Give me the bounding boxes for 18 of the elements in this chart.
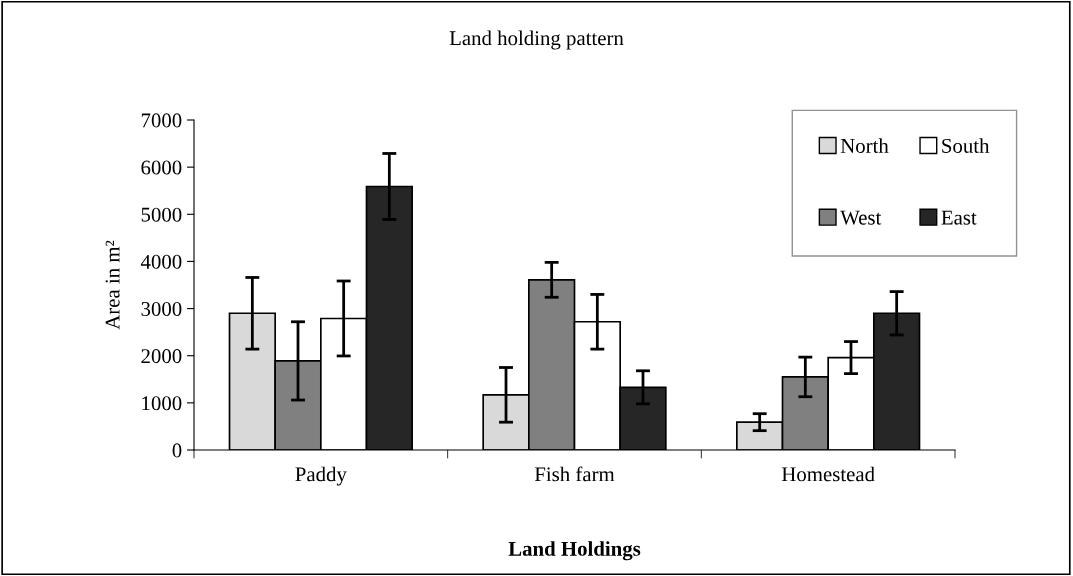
legend-label: North xyxy=(840,138,889,153)
y-tick-label: 1000 xyxy=(142,396,182,411)
y-tick-label: 4000 xyxy=(140,254,182,269)
x-tick-label: Paddy xyxy=(295,466,347,486)
y-tick-label: 5000 xyxy=(141,207,182,222)
legend-label: West xyxy=(840,210,882,225)
y-tick-label: 6000 xyxy=(141,160,182,175)
y-tick-label: 7000 xyxy=(141,113,182,128)
x-tick-label: Homestead xyxy=(781,466,875,482)
y-tick-label: 3000 xyxy=(141,301,182,316)
y-tick-label: 0 xyxy=(172,443,182,458)
y-axis-title: Area in m² xyxy=(105,240,120,330)
x-tick-label: Fish farm xyxy=(534,466,615,482)
y-tick-label: 2000 xyxy=(141,349,182,364)
legend-label: East xyxy=(941,210,977,225)
legend-label: South xyxy=(942,138,990,153)
chart-title: Land holding pattern xyxy=(449,30,624,50)
x-axis-title: Land Holdings xyxy=(508,541,641,561)
